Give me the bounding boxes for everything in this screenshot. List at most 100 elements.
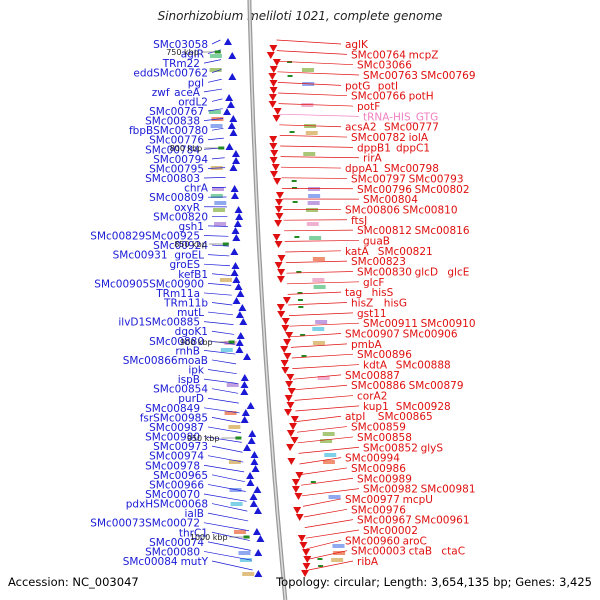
reverse-gene-arrow [284,409,293,416]
scale-tick-label: 950 kbp [187,434,220,443]
reverse-gene-arrow [301,570,310,577]
forward-gene-arrow [231,227,240,234]
gene-label-left: thrC1 [179,527,208,539]
gene-label-left: ipk [188,365,205,377]
gene-label-left: gsh1 [179,221,204,233]
gene-label-right: SMc00823 [351,256,406,268]
forward-gene-arrow [241,409,250,416]
gene-label-right: glyS [421,442,444,454]
feature-block [210,124,223,128]
gene-label-left: SMc00987 [149,422,204,434]
gene-label-right: glcE [447,266,469,278]
leader-line-left [211,244,229,247]
gene-label-right: glcD [415,266,438,278]
gene-label-right: corA2 [357,391,387,403]
feature-block [317,376,330,380]
gene-label-left: SMc00070 [145,489,200,501]
scale-ticks: 750 kbp 800 kbp 850 kbp 900 kbp 950 kbp 1000 … [166,48,250,542]
gene-label-left: rnhB [175,345,200,357]
leader-line-right [293,384,348,391]
reverse-gene-arrow [280,346,289,353]
leader-line-right [296,426,348,433]
gene-label-right: SMc00994 [345,453,400,465]
forward-gene-arrow [250,458,259,465]
forward-gene-arrow [247,437,256,444]
leader-line-right [284,240,360,242]
gene-label-left: SMc00966 [149,479,204,491]
gene-label-left: chrA [184,183,209,195]
leader-line-left [203,118,224,121]
gene-label-left: SMc00905 [94,278,149,290]
forward-gene-arrow [231,262,240,269]
gene-label-left: SMc00767 [149,106,204,118]
gene-label-right: SMc00806 [345,204,400,216]
leader-line-left [211,39,221,45]
feature-block [228,460,241,464]
gene-label-right: SMc00910 [421,318,476,330]
leader-line-right [301,477,354,486]
reverse-gene-arrow [302,563,311,570]
gene-label-left: SMc00974 [149,451,204,463]
feature-block [224,411,237,415]
forward-gene-arrow [256,535,265,542]
gene-label-right: potF [357,101,380,113]
feature-block [209,68,222,72]
reverse-gene-arrow [294,493,303,500]
gene-label-left: SMc00068 [153,499,208,511]
gene-label-right: acsA2 [345,122,377,134]
gene-label-left: groEL [174,250,204,262]
forward-gene-arrow [225,143,234,150]
forward-gene-arrow [252,528,261,535]
leader-line-right [277,71,360,76]
leader-line-right [285,260,348,263]
leader-line-right [300,467,348,475]
gene-label-left: ilvD1 [118,317,145,329]
leader-line-left [203,522,250,532]
reverse-gene-arrow [269,87,278,94]
gene-label-left: SMc00809 [149,192,204,204]
feature-block [315,320,328,324]
reverse-gene-arrow [291,486,300,493]
leader-line-right [287,291,342,295]
gene-label-right: SMc00961 [415,515,470,527]
scale-tick-dot [235,436,242,440]
gene-label-left: SMc00838 [145,116,200,128]
gene-label-left: purD [178,393,204,405]
leader-line-right [278,92,348,97]
feature-block [213,208,226,212]
forward-gene-arrow [232,157,241,164]
leader-line-right [296,415,342,422]
forward-gene-arrow [230,269,239,276]
gene-label-left: fsr [140,412,154,424]
gene-label-left: kefB1 [178,269,208,281]
rna-marker [300,334,306,336]
leader-line-right [281,166,342,169]
leader-line-left [203,263,231,267]
forward-gene-arrow [229,129,238,136]
gene-label-right: SMc00764 [351,49,406,61]
feature-block [308,194,321,198]
leader-line-right [293,374,342,380]
reverse-gene-arrow [274,262,283,269]
reverse-gene-arrow [289,423,298,430]
leader-line-left [203,378,238,384]
gene-label-left: SMc00084 [123,556,178,568]
forward-gene-arrow [240,374,249,381]
scale-tick-label: 750 kbp [166,48,199,57]
reverse-gene-arrow [274,220,283,227]
rna-marker [297,299,303,301]
leader-line-right [306,539,342,550]
scale-tick-label: 800 kbp [170,144,203,153]
reverse-gene-arrow [283,339,292,346]
leader-line-left [203,436,242,443]
gene-label-right: glcF [363,277,384,289]
gene-label-right: katA [345,246,369,258]
gene-label-right: atpI [345,411,365,423]
gene-label-left: SMc00980 [145,432,200,444]
gene-label-right: SMc00793 [409,173,464,185]
gene-label-left: ordL2 [178,96,208,108]
gene-label-left: SMc00072 [145,518,200,530]
forward-gene-arrow [249,493,258,500]
gene-label-left: SMc00776 [149,135,204,147]
leader-line-right [295,405,360,412]
